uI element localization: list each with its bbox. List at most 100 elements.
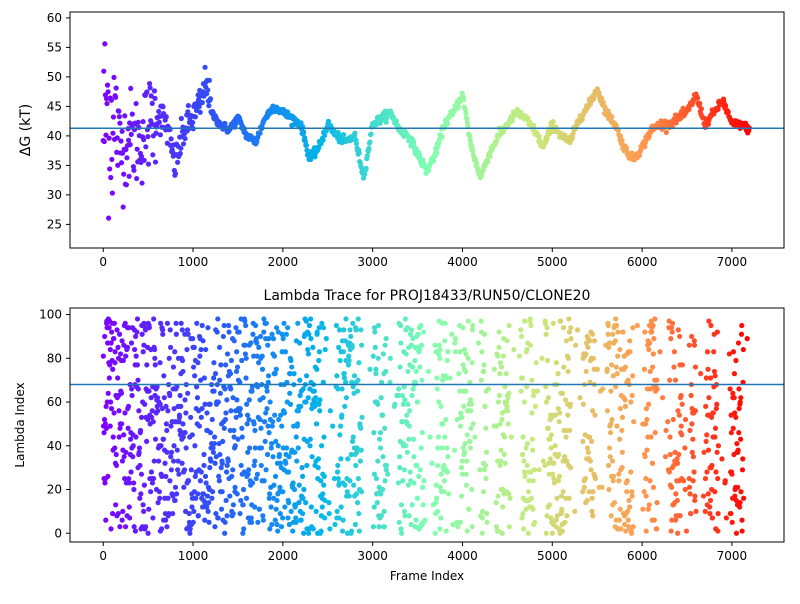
data-point bbox=[533, 360, 539, 366]
data-point bbox=[703, 403, 709, 410]
data-point bbox=[420, 484, 426, 490]
data-point bbox=[110, 434, 116, 440]
y-tick-label: 80 bbox=[47, 351, 62, 365]
data-point bbox=[180, 141, 187, 147]
data-point bbox=[287, 371, 293, 377]
data-point bbox=[711, 368, 718, 375]
data-point bbox=[264, 388, 270, 394]
data-point bbox=[524, 462, 530, 469]
data-point bbox=[145, 133, 151, 140]
data-point bbox=[649, 329, 655, 335]
data-point bbox=[430, 158, 437, 164]
data-point bbox=[373, 366, 379, 372]
data-point bbox=[662, 454, 669, 460]
data-point bbox=[108, 97, 114, 103]
data-point bbox=[692, 364, 699, 370]
data-point bbox=[194, 320, 200, 326]
data-point bbox=[167, 327, 173, 333]
data-point bbox=[291, 371, 297, 377]
data-point bbox=[740, 456, 746, 462]
data-point bbox=[134, 146, 140, 152]
data-point bbox=[248, 515, 254, 521]
data-point bbox=[234, 491, 240, 497]
data-point bbox=[225, 322, 232, 329]
data-point bbox=[612, 338, 618, 344]
data-point bbox=[534, 388, 541, 394]
data-point bbox=[725, 109, 731, 115]
data-point bbox=[708, 322, 714, 329]
data-point bbox=[364, 153, 370, 159]
data-point bbox=[139, 180, 145, 186]
data-point bbox=[572, 508, 578, 514]
data-point bbox=[275, 443, 281, 449]
data-point bbox=[667, 377, 673, 383]
data-point bbox=[435, 351, 442, 357]
data-point bbox=[363, 165, 369, 171]
data-point bbox=[322, 515, 328, 521]
data-point bbox=[613, 316, 619, 322]
data-point bbox=[409, 392, 415, 399]
data-point bbox=[268, 504, 274, 510]
data-point bbox=[508, 434, 514, 440]
data-point bbox=[138, 491, 144, 497]
y-tick-label: 60 bbox=[47, 395, 62, 409]
data-point bbox=[199, 322, 205, 329]
data-point bbox=[121, 171, 127, 177]
data-point bbox=[248, 340, 254, 346]
data-point bbox=[418, 322, 424, 329]
data-point bbox=[356, 150, 362, 156]
data-point bbox=[630, 325, 636, 331]
data-point bbox=[503, 371, 509, 377]
data-point bbox=[370, 353, 376, 359]
data-point bbox=[244, 412, 251, 418]
data-point bbox=[628, 469, 634, 475]
data-point bbox=[263, 320, 269, 326]
data-point bbox=[316, 401, 322, 407]
data-point bbox=[104, 82, 111, 88]
x-tick-label: 1000 bbox=[178, 549, 209, 563]
data-point bbox=[652, 316, 658, 322]
data-point bbox=[688, 392, 694, 399]
data-point bbox=[580, 401, 586, 407]
x-tick-label: 3000 bbox=[357, 549, 388, 563]
data-point bbox=[117, 120, 123, 126]
data-point bbox=[584, 445, 591, 451]
data-point bbox=[600, 386, 606, 392]
data-point bbox=[296, 500, 302, 506]
data-point bbox=[101, 68, 107, 74]
data-point bbox=[128, 85, 134, 92]
data-point bbox=[421, 478, 427, 484]
data-point bbox=[378, 513, 385, 519]
data-point bbox=[740, 379, 746, 385]
top-axes-frame bbox=[69, 11, 785, 249]
data-point bbox=[497, 462, 503, 469]
data-point bbox=[399, 530, 405, 536]
data-point bbox=[122, 320, 128, 326]
data-point bbox=[680, 478, 687, 484]
data-point bbox=[161, 395, 167, 401]
data-point bbox=[712, 489, 718, 495]
data-point bbox=[311, 388, 317, 394]
data-point bbox=[166, 355, 172, 361]
data-point bbox=[104, 100, 110, 107]
data-point bbox=[249, 384, 255, 390]
data-point bbox=[152, 355, 158, 361]
data-point bbox=[277, 510, 283, 517]
data-point bbox=[191, 344, 197, 350]
x-tick-label: 3000 bbox=[357, 255, 388, 269]
data-point bbox=[676, 451, 682, 458]
data-point bbox=[354, 491, 360, 497]
data-point bbox=[697, 100, 703, 107]
data-point bbox=[238, 497, 244, 504]
data-point bbox=[552, 443, 558, 449]
data-point bbox=[609, 458, 616, 464]
data-point bbox=[133, 353, 139, 359]
data-point bbox=[375, 322, 382, 329]
data-point bbox=[224, 513, 230, 519]
x-tick-label: 6000 bbox=[627, 255, 658, 269]
data-point bbox=[560, 489, 566, 495]
data-point bbox=[383, 336, 389, 342]
data-point bbox=[246, 416, 252, 423]
data-point bbox=[459, 414, 465, 420]
data-point bbox=[728, 510, 734, 517]
